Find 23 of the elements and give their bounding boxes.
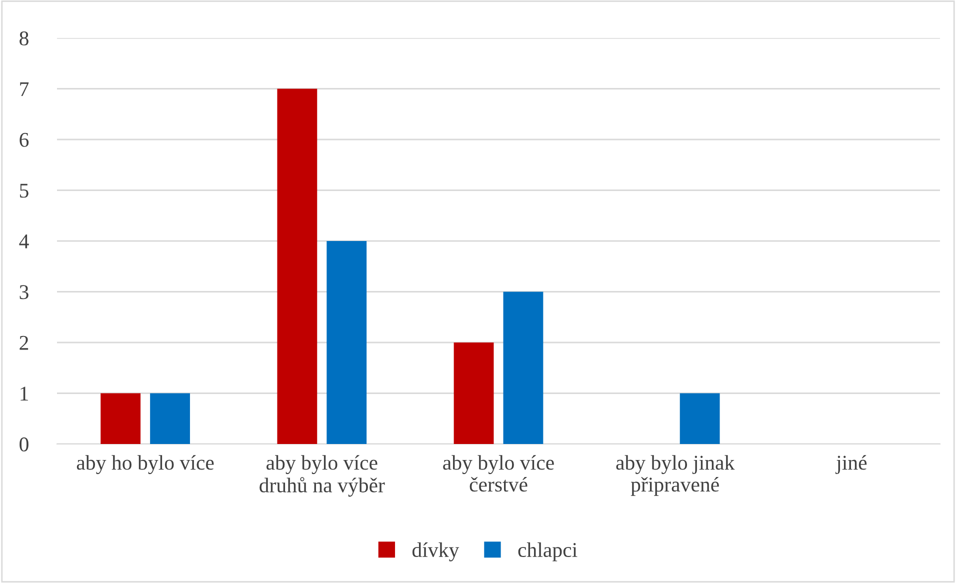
- x-tick-label: jiné: [835, 455, 867, 474]
- x-tick-label: aby bylo jinak připravené: [616, 455, 735, 496]
- legend-label: chlapci: [518, 542, 578, 562]
- y-tick-label: 4: [19, 234, 29, 248]
- y-tick-label: 0: [20, 437, 28, 452]
- bar: [150, 393, 190, 444]
- bar: [326, 241, 367, 444]
- x-tick-label: aby bylo více čerstvé: [443, 455, 554, 492]
- y-tick-label: 5: [20, 184, 28, 198]
- bar: [454, 342, 494, 444]
- x-tick-label: aby bylo více druhů na výběr: [260, 455, 385, 497]
- y-tick-label: 6: [20, 132, 29, 147]
- y-tick-label: 8: [20, 31, 28, 46]
- y-tick-label: 1: [20, 386, 28, 400]
- x-tick-label: aby ho bylo více: [76, 455, 214, 474]
- legend-label: dívky: [412, 542, 460, 562]
- y-tick-label: 3: [20, 285, 28, 300]
- y-tick-label: 2: [20, 336, 28, 350]
- y-tick-label: 7: [20, 82, 29, 96]
- bar: [277, 88, 318, 444]
- bar: [680, 393, 720, 444]
- bar: [100, 393, 141, 444]
- bar: [503, 292, 544, 444]
